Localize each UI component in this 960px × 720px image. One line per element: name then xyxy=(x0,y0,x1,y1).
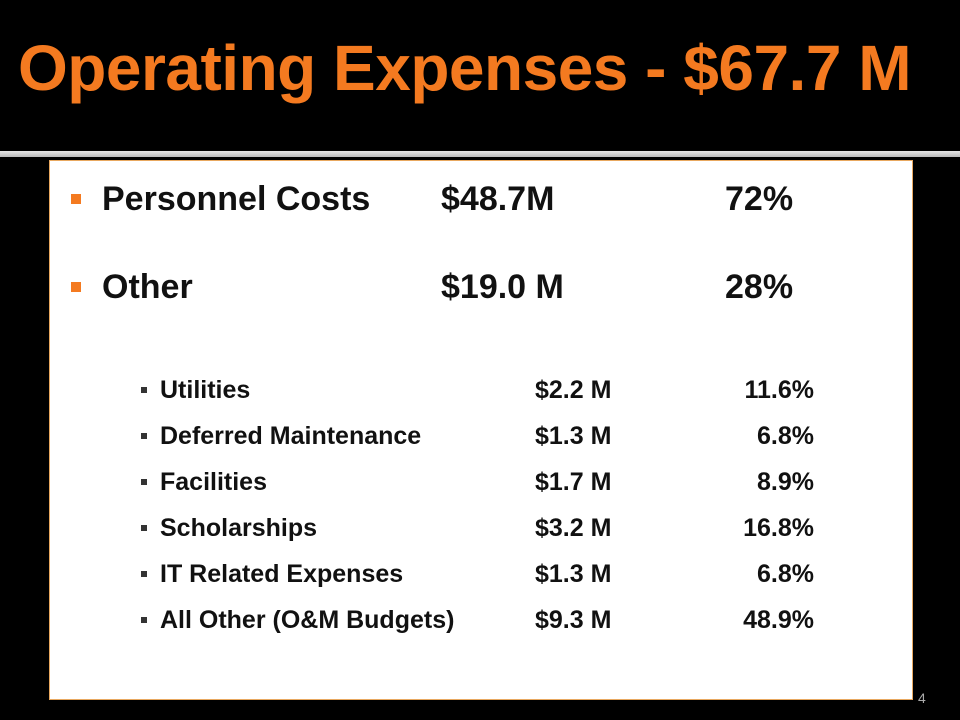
small-square-bullet-icon xyxy=(141,479,147,485)
slide-title: Operating Expenses - $67.7 M xyxy=(18,32,912,104)
sub-item-percent: 6.8% xyxy=(757,560,814,588)
sub-item-amount: $1.3 M xyxy=(535,422,612,450)
main-item-label: Other xyxy=(102,268,193,306)
small-square-bullet-icon xyxy=(141,617,147,623)
square-bullet-icon xyxy=(71,282,81,292)
small-square-bullet-icon xyxy=(141,433,147,439)
sub-item-amount: $1.3 M xyxy=(535,560,612,588)
small-square-bullet-icon xyxy=(141,525,147,531)
title-bar: Operating Expenses - $67.7 M xyxy=(0,0,960,150)
square-bullet-icon xyxy=(71,194,81,204)
small-square-bullet-icon xyxy=(141,571,147,577)
main-item-label: Personnel Costs xyxy=(102,180,371,218)
main-item-amount: $48.7M xyxy=(441,180,555,218)
sub-item-percent: 8.9% xyxy=(757,468,814,496)
sub-item-label: All Other (O&M Budgets) xyxy=(160,606,455,634)
title-divider xyxy=(0,151,960,157)
sub-item-amount: $2.2 M xyxy=(535,376,612,404)
small-square-bullet-icon xyxy=(141,387,147,393)
sub-item-label: Utilities xyxy=(160,376,251,404)
sub-item-amount: $9.3 M xyxy=(535,606,612,634)
sub-item-amount: $3.2 M xyxy=(535,514,612,542)
sub-item-percent: 6.8% xyxy=(757,422,814,450)
main-item-percent: 72% xyxy=(725,180,794,218)
page-number: 4 xyxy=(918,690,926,706)
sub-item-percent: 16.8% xyxy=(743,514,814,542)
sub-item-label: IT Related Expenses xyxy=(160,560,404,588)
sub-item-percent: 48.9% xyxy=(743,606,814,634)
sub-item-amount: $1.7 M xyxy=(535,468,612,496)
main-item-percent: 28% xyxy=(725,268,794,306)
sub-item-label: Deferred Maintenance xyxy=(160,422,422,450)
main-item-amount: $19.0 M xyxy=(441,268,564,306)
sub-item-percent: 11.6% xyxy=(744,376,814,404)
sub-item-label: Facilities xyxy=(160,468,267,496)
sub-item-label: Scholarships xyxy=(160,514,317,542)
content-area: Personnel Costs $48.7M 72% Other $19.0 M… xyxy=(49,160,913,700)
